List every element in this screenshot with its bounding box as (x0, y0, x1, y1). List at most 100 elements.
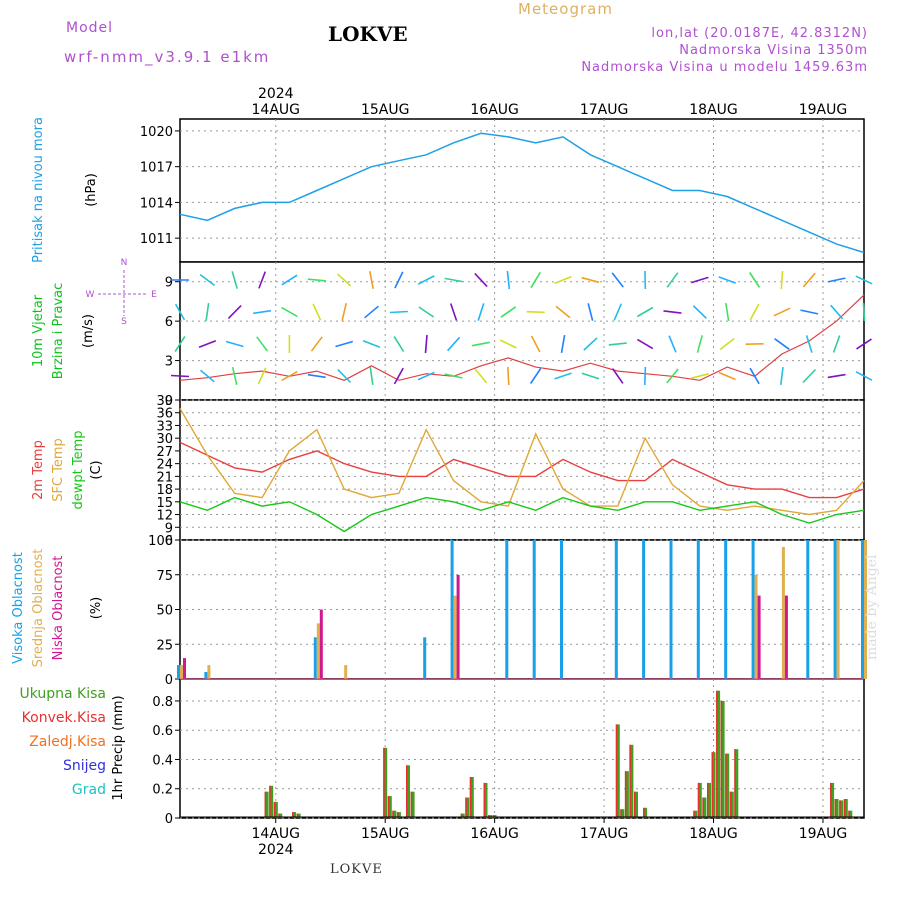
x-tick-label-top: 15AUG (361, 102, 410, 118)
conv-precip-bar (396, 812, 399, 818)
conv-precip-bar (839, 800, 841, 818)
x-tick-label-bottom: 15AUG (361, 826, 410, 842)
wind-arrow (581, 276, 600, 284)
conv-precip-bar (465, 797, 467, 818)
wind-arrow (341, 303, 347, 321)
wind-arrow (417, 275, 435, 285)
precip-bar (697, 782, 702, 818)
wind-arrow (231, 367, 238, 385)
y-tick-label: 27 (156, 445, 173, 460)
precip-bar (620, 809, 625, 818)
wind-arrow (749, 303, 760, 321)
conv-precip-bar (643, 807, 645, 818)
wind-arrow (554, 372, 572, 380)
pressure-line (179, 132, 865, 254)
model-altitude-info: Nadmorska Visina u modelu 1459.63m (581, 60, 868, 75)
y-tick-label: 3 (165, 355, 173, 370)
y-tick-label: 1017 (140, 161, 173, 176)
dewpt-ylabel: dewpt Temp (71, 430, 86, 509)
y-tick-label: 0.4 (152, 753, 173, 768)
wind-arrow (307, 278, 326, 282)
sfc-temp-line (179, 408, 865, 516)
precip-bar (643, 807, 648, 818)
mid-cloud-bar (453, 595, 457, 679)
precip-bar (716, 690, 721, 818)
conv-precip-bar (615, 724, 618, 818)
y-tick-label: 36 (156, 407, 173, 422)
precip-legend-item: Grad (72, 782, 106, 798)
pressure-ylabel: Pritisak na nivou mora (31, 117, 46, 263)
conv-precip-bar (278, 813, 280, 818)
wind-arrow (856, 338, 872, 350)
mid-cloud-bar (207, 665, 211, 679)
wind-arrow (554, 275, 572, 285)
wind-arrow (827, 373, 846, 379)
precip-bar (702, 797, 707, 818)
wind-arrow (805, 335, 813, 353)
temp-ylabel: 2m Temp (31, 440, 46, 500)
high-cloud-bar (642, 540, 646, 679)
y-tick-label: 100 (148, 534, 173, 549)
wind-arrow (690, 276, 709, 284)
precip-bar (383, 747, 388, 818)
y-tick-label: 50 (156, 604, 173, 619)
wind-arrow (174, 303, 186, 321)
compass-e: E (151, 290, 157, 300)
wind-arrow (800, 309, 819, 315)
mid-cloud-bar (754, 574, 758, 680)
wind-arrow (335, 340, 354, 348)
high-cloud-bar (861, 540, 864, 679)
wind-arrow (369, 271, 374, 289)
wind-arrow (199, 273, 215, 287)
wind-arrow (773, 307, 791, 317)
station-title: LOKVE (328, 22, 408, 46)
mid-cloud-bar (864, 540, 867, 679)
wind-arrow (506, 270, 511, 290)
cloud-unit: (%) (89, 597, 104, 620)
precip-bar (465, 797, 470, 818)
y-tick-label: 0.6 (152, 724, 173, 739)
high-cloud-bar (833, 540, 837, 679)
precip-bar (729, 791, 734, 818)
y-tick-label: 0.2 (152, 783, 173, 798)
wind-arrow (774, 338, 790, 350)
conv-precip-bar (734, 749, 736, 818)
high-cloud-bar (560, 540, 563, 679)
precip-bar (834, 799, 839, 818)
high-cloud-bar (423, 637, 427, 679)
wind-arrow (696, 335, 703, 353)
x-year-top: 2024 (258, 86, 294, 102)
low-cloud-bar (784, 595, 788, 679)
high-cloud-bar (204, 672, 208, 679)
wind-arrow (500, 306, 517, 318)
wind-arrow (529, 368, 542, 384)
wind-arrow (231, 271, 238, 289)
conv-precip-bar (697, 782, 700, 818)
wind-arrow (499, 339, 517, 349)
wind-arrow (507, 366, 510, 386)
y-tick-label: 1011 (140, 232, 173, 247)
conv-precip-bar (629, 744, 631, 818)
precip-bar (273, 801, 278, 818)
low-cloud-bar (183, 658, 186, 679)
conv-precip-bar (292, 812, 294, 818)
wind-arrow (802, 272, 816, 288)
wind-arrow (663, 310, 682, 314)
wind-arrow (199, 369, 215, 383)
x-tick-label-top: 19AUG (799, 102, 848, 118)
conv-precip-bar (296, 813, 299, 818)
wind-arrow (362, 340, 381, 348)
y-tick-label: 15 (156, 496, 173, 511)
wind-arrow (526, 310, 545, 314)
wind-arrow (447, 336, 461, 352)
wind-arrow (444, 277, 463, 283)
precip-bar (406, 765, 410, 818)
conv-precip-bar (830, 782, 832, 818)
conv-precip-bar (624, 771, 627, 818)
conv-precip-bar (383, 747, 385, 818)
x-tick-label-top: 17AUG (580, 102, 629, 118)
wind-arrow (690, 373, 709, 379)
precip-bar (629, 744, 634, 818)
wind-arrow (253, 309, 272, 315)
conv-precip-bar (469, 777, 472, 818)
